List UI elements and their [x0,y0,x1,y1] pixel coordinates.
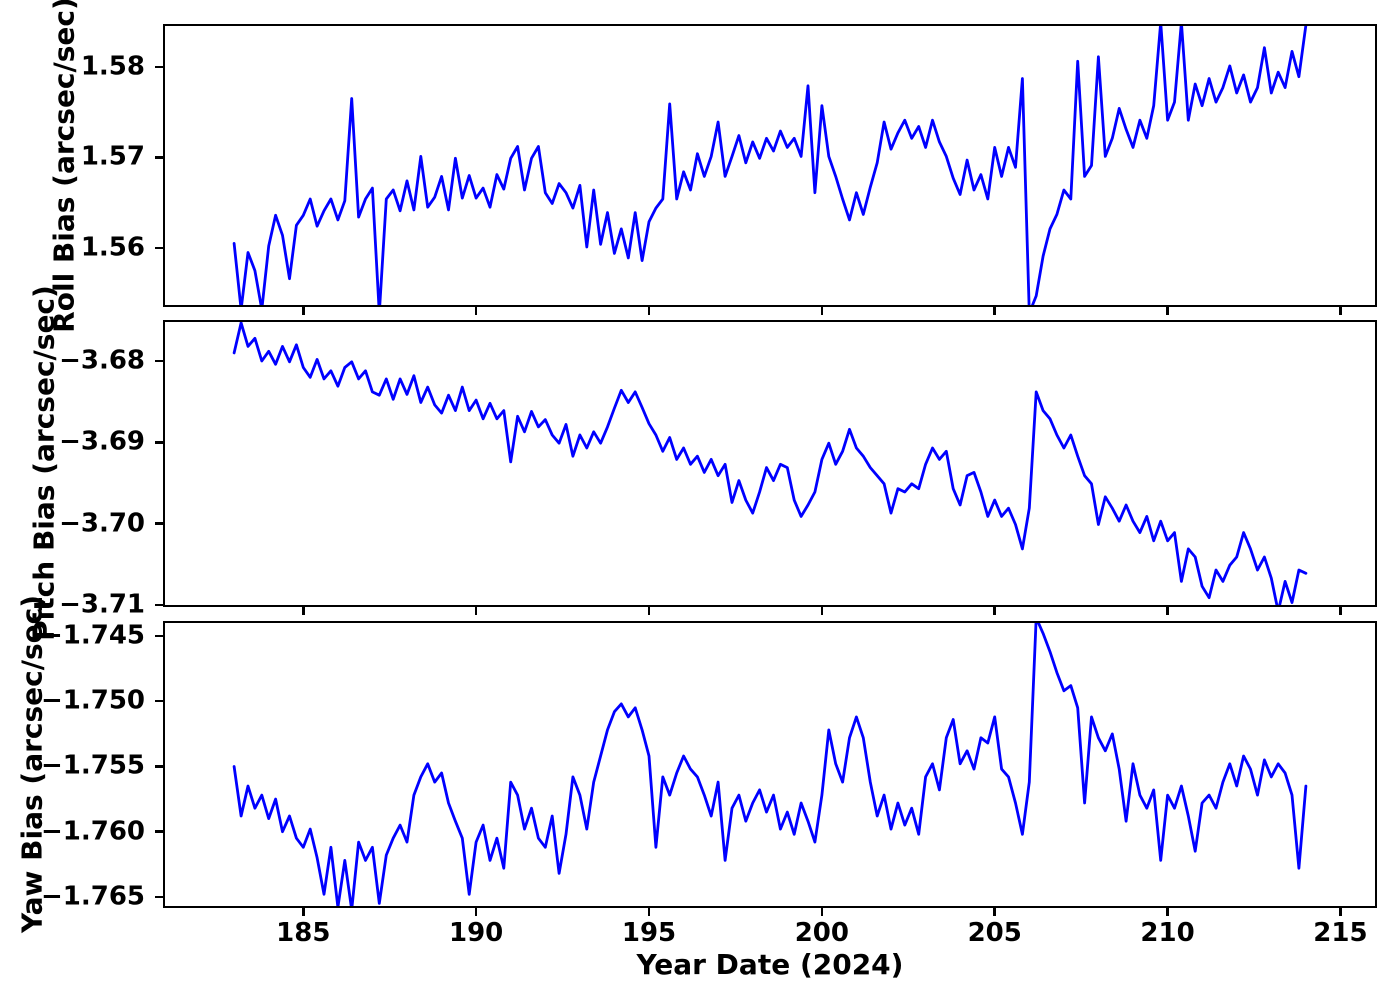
yaw-x-tick [993,908,996,916]
pitch-line-plot [232,322,1308,605]
yaw-y-tick-label: −1.760 [40,816,145,847]
roll-x-tick [474,307,478,315]
x-tick-label: 210 [1140,918,1195,948]
pitch-x-tick [1166,607,1169,615]
roll-y-tick [155,246,163,250]
yaw-x-tick [302,908,305,916]
pitch-y-tick [155,441,163,444]
yaw-y-tick-label: −1.765 [40,881,145,912]
x-tick-label: 200 [794,918,849,948]
pitch-x-tick [647,607,651,615]
yaw-series-line [232,623,1308,906]
roll-y-tick-label: 1.56 [80,232,145,263]
yaw-y-tick [155,699,163,703]
roll-x-tick [647,307,651,315]
yaw-y-tick [155,634,163,638]
roll-y-tick-label: 1.57 [80,141,145,172]
pitch-y-tick-label: −3.70 [59,508,145,539]
x-tick-label: 215 [1313,918,1368,948]
pitch-bias-panel [163,320,1377,607]
roll-bias-panel [163,24,1377,307]
roll-series-line [232,26,1308,305]
x-axis-label: Year Date (2024) [636,948,904,981]
roll-x-tick [993,307,996,315]
pitch-y-tick [155,522,163,525]
pitch-y-tick [155,603,163,607]
yaw-x-tick [820,908,824,916]
pitch-y-tick-label: −3.68 [59,345,145,376]
roll-x-tick [1339,307,1342,315]
yaw-y-tick-label: −1.745 [40,620,145,651]
pitch-y-tick-label: −3.69 [59,426,145,457]
yaw-y-tick-label: −1.750 [40,685,145,716]
yaw-x-tick [1166,908,1169,916]
yaw-x-tick [474,908,478,916]
pitch-y-axis-label: Pitch Bias (arcsec/sec) [27,285,61,641]
x-tick-label: 205 [967,918,1022,948]
pitch-series-line [232,322,1308,605]
yaw-y-tick [155,895,163,899]
roll-x-tick [302,307,305,315]
yaw-y-tick [155,765,163,768]
roll-x-tick [1166,307,1169,315]
yaw-line-plot [232,623,1308,906]
pitch-x-tick [1339,607,1342,615]
x-tick-label: 185 [276,918,331,948]
yaw-bias-panel [163,621,1377,908]
roll-y-tick [155,156,163,159]
roll-x-tick [820,307,824,315]
pitch-y-tick [155,359,163,363]
pitch-x-tick [993,607,996,615]
x-tick-label: 190 [449,918,504,948]
pitch-y-tick-label: −3.71 [59,589,145,620]
pitch-x-tick [820,607,824,615]
yaw-y-tick [155,830,163,833]
roll-y-tick [155,65,163,68]
yaw-x-tick [647,908,651,916]
pitch-x-tick [474,607,478,615]
pitch-x-tick [302,607,305,615]
yaw-y-tick-label: −1.755 [40,750,145,781]
x-tick-label: 195 [621,918,677,948]
roll-line-plot [232,26,1308,305]
roll-y-tick-label: 1.58 [80,51,145,82]
yaw-x-tick [1339,908,1342,916]
